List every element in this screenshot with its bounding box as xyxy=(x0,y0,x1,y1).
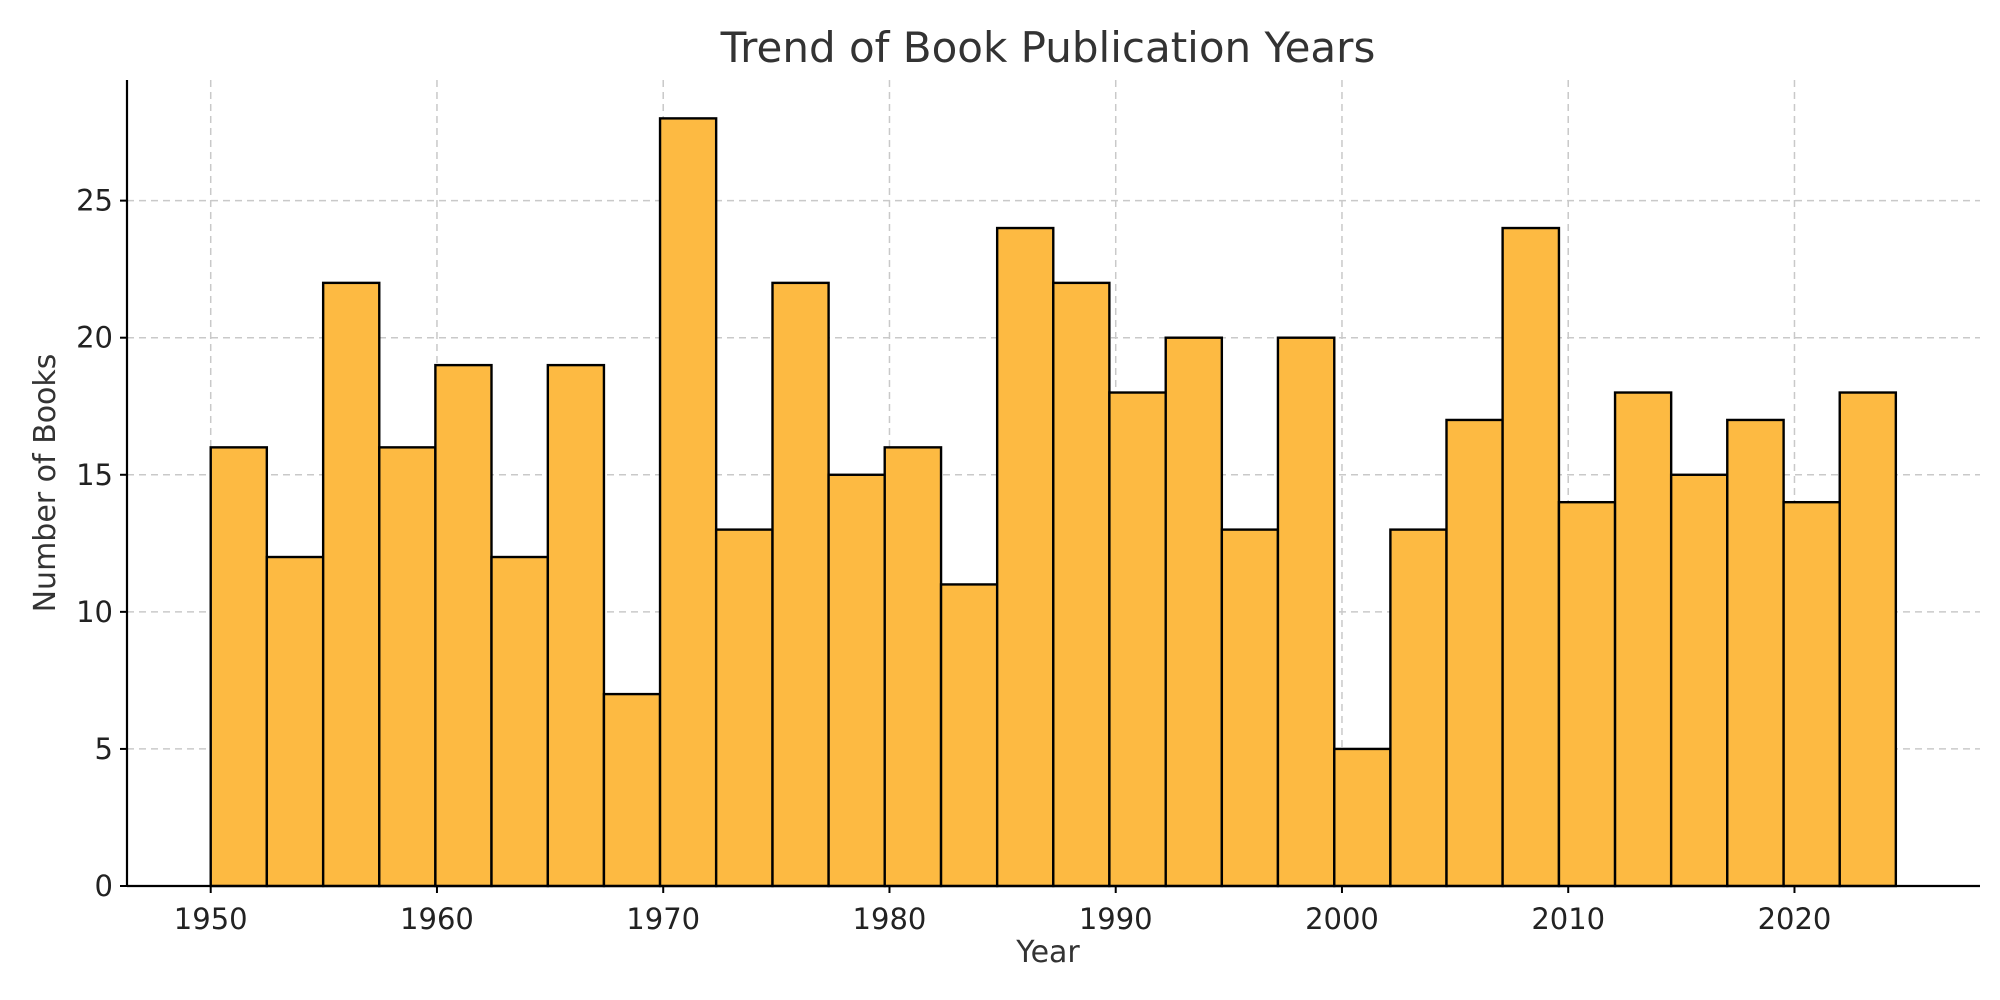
y-tick-label-4: 20 xyxy=(76,321,113,355)
histogram-bar xyxy=(1445,418,1504,888)
histogram-bar xyxy=(1108,391,1167,888)
histogram-bar xyxy=(1389,528,1448,888)
y-tick-label-5: 25 xyxy=(76,184,113,218)
histogram-bar xyxy=(1726,418,1785,888)
x-tick-label-0: 1950 xyxy=(174,902,248,936)
histogram-bar xyxy=(1333,747,1392,888)
histogram-bar xyxy=(1220,528,1280,888)
bars xyxy=(209,117,1898,888)
axes: 1950 1960 1970 1980 1990 2000 2010 2020 0 5 10 15 20… xyxy=(76,80,1980,936)
histogram-bar xyxy=(434,363,493,888)
histogram-bar xyxy=(1669,473,1729,888)
histogram-bar xyxy=(378,446,437,888)
histogram-bar xyxy=(1164,336,1224,888)
x-tick-label-2: 1970 xyxy=(626,902,700,936)
histogram-bar xyxy=(209,446,269,888)
chart-title: Trend of Book Publication Years xyxy=(720,23,1376,72)
histogram-bar xyxy=(827,473,886,888)
histogram-bar xyxy=(1838,391,1898,888)
histogram-bar xyxy=(1782,500,1841,888)
x-tick-label-6: 2010 xyxy=(1531,902,1605,936)
y-tick-label-0: 0 xyxy=(95,869,113,903)
histogram-bar xyxy=(658,117,718,888)
histogram-bar xyxy=(771,281,830,888)
x-tick-label-7: 2020 xyxy=(1758,902,1832,936)
histogram-bar xyxy=(1557,500,1617,888)
histogram-bar xyxy=(1276,336,1336,888)
x-tick-label-3: 1980 xyxy=(853,902,927,936)
y-axis-label: Number of Books xyxy=(28,354,63,613)
histogram-bar xyxy=(939,583,999,888)
x-tick-label-1: 1960 xyxy=(400,902,474,936)
histogram-bar xyxy=(546,363,606,888)
histogram-bar xyxy=(714,528,774,888)
y-tick-label-3: 15 xyxy=(76,458,113,492)
histogram-bar xyxy=(602,692,662,888)
histogram-bar xyxy=(883,446,943,888)
histogram-bar xyxy=(321,281,381,888)
y-tick-label-2: 10 xyxy=(76,595,113,629)
x-tick-label-5: 2000 xyxy=(1305,902,1379,936)
y-tick-label-1: 5 xyxy=(95,732,113,766)
x-axis-label: Year xyxy=(1015,935,1080,970)
x-tick-label-4: 1990 xyxy=(1079,902,1153,936)
histogram-bar xyxy=(1052,281,1111,888)
histogram-bar xyxy=(265,555,325,888)
histogram-bar xyxy=(995,226,1055,888)
histogram-bar xyxy=(1613,391,1673,888)
histogram-bar xyxy=(1501,226,1561,888)
histogram-bar xyxy=(490,555,550,888)
